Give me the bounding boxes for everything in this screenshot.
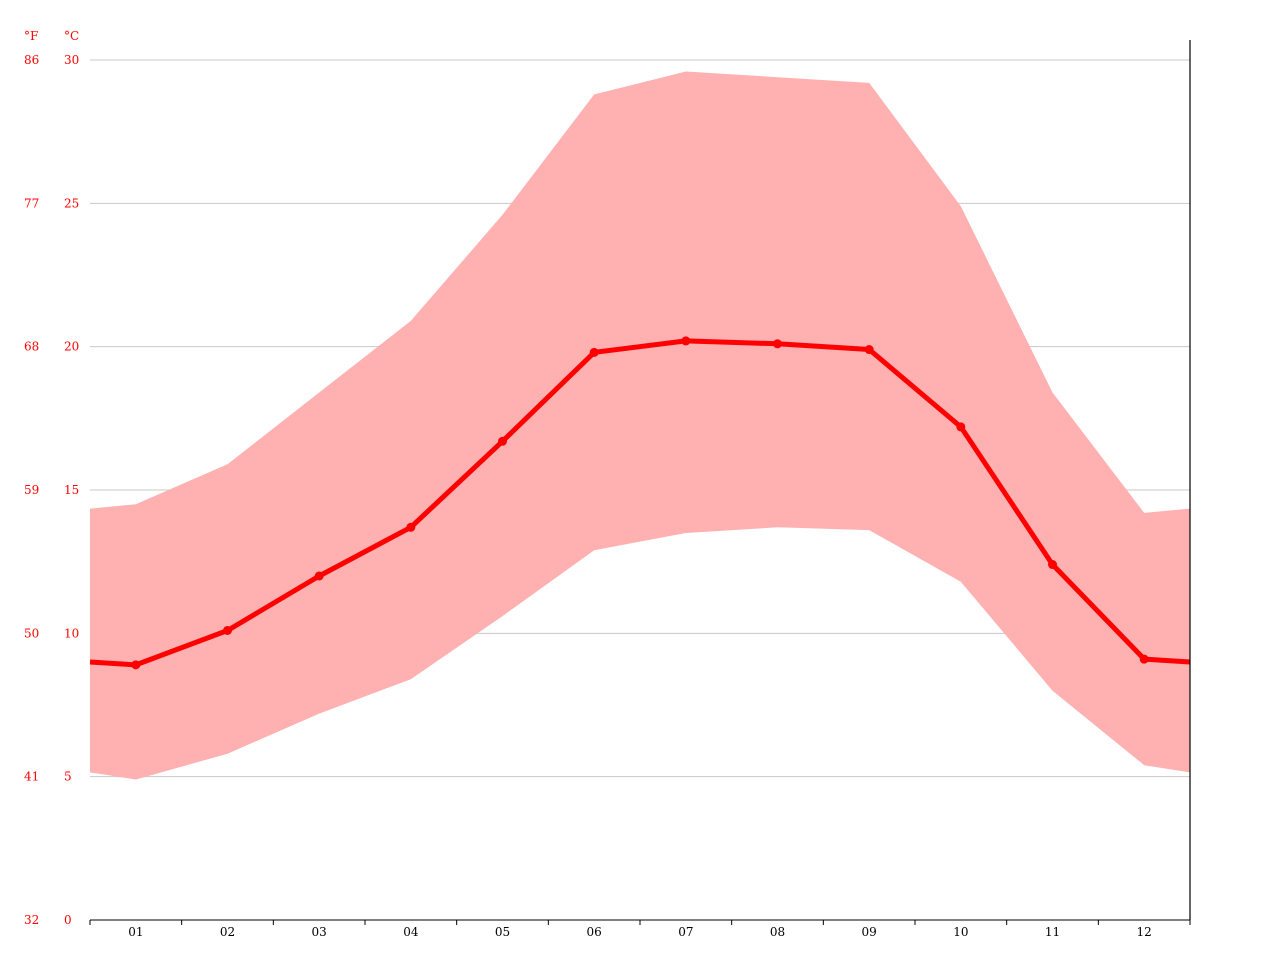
- celsius-unit-label: °C: [64, 29, 79, 43]
- x-tick-label: 09: [862, 925, 877, 939]
- mean-point: [864, 345, 874, 355]
- x-tick-label: 01: [128, 925, 143, 939]
- mean-point: [773, 339, 782, 349]
- y-tick-celsius: 20: [64, 340, 79, 354]
- mean-line: [89, 338, 1191, 668]
- mean-point: [498, 436, 507, 446]
- y-tick-fahrenheit: 59: [24, 483, 39, 497]
- y-tick-celsius: 5: [64, 770, 72, 784]
- x-tick-label: 07: [678, 925, 693, 939]
- mean-point: [1048, 560, 1057, 570]
- mean-point: [1139, 654, 1149, 664]
- y-tick-celsius: 25: [64, 196, 79, 210]
- range-band: [90, 71, 1190, 780]
- x-tick-label: 03: [312, 925, 327, 939]
- x-tick-label: 08: [770, 925, 785, 939]
- mean-point: [681, 336, 691, 346]
- y-tick-celsius: 10: [64, 626, 79, 640]
- x-tick-label: 12: [1137, 925, 1152, 939]
- y-tick-celsius: 0: [64, 913, 72, 927]
- mean-point: [131, 660, 141, 670]
- y-tick-fahrenheit: 86: [24, 53, 39, 67]
- x-tick-label: 02: [220, 925, 235, 939]
- temperature-range-area: [90, 71, 1190, 780]
- x-tick-label: 10: [953, 925, 968, 939]
- x-tick-label: 06: [587, 925, 602, 939]
- y-tick-celsius: 30: [64, 53, 79, 67]
- x-tick-label: 05: [495, 925, 510, 939]
- fahrenheit-unit-label: °F: [24, 29, 38, 43]
- mean-temperature-line: [89, 336, 1191, 670]
- y-tick-fahrenheit: 32: [24, 913, 39, 927]
- mean-point: [589, 347, 599, 357]
- x-tick-label: 11: [1045, 925, 1060, 939]
- axis-labels: °F °C 32 0 41 5 50 10 59 15 68 20 77 25 86 30 01 02 03 04…: [24, 29, 1152, 939]
- mean-point: [223, 625, 232, 635]
- y-tick-fahrenheit: 41: [24, 770, 39, 784]
- y-tick-celsius: 15: [64, 483, 79, 497]
- mean-point: [314, 571, 324, 581]
- x-tick-label: 04: [403, 925, 419, 939]
- axes: [89, 40, 1191, 925]
- y-tick-fahrenheit: 68: [24, 340, 39, 354]
- y-tick-fahrenheit: 77: [24, 196, 39, 210]
- y-tick-fahrenheit: 50: [24, 626, 39, 640]
- mean-point: [406, 522, 416, 532]
- mean-point: [956, 422, 966, 432]
